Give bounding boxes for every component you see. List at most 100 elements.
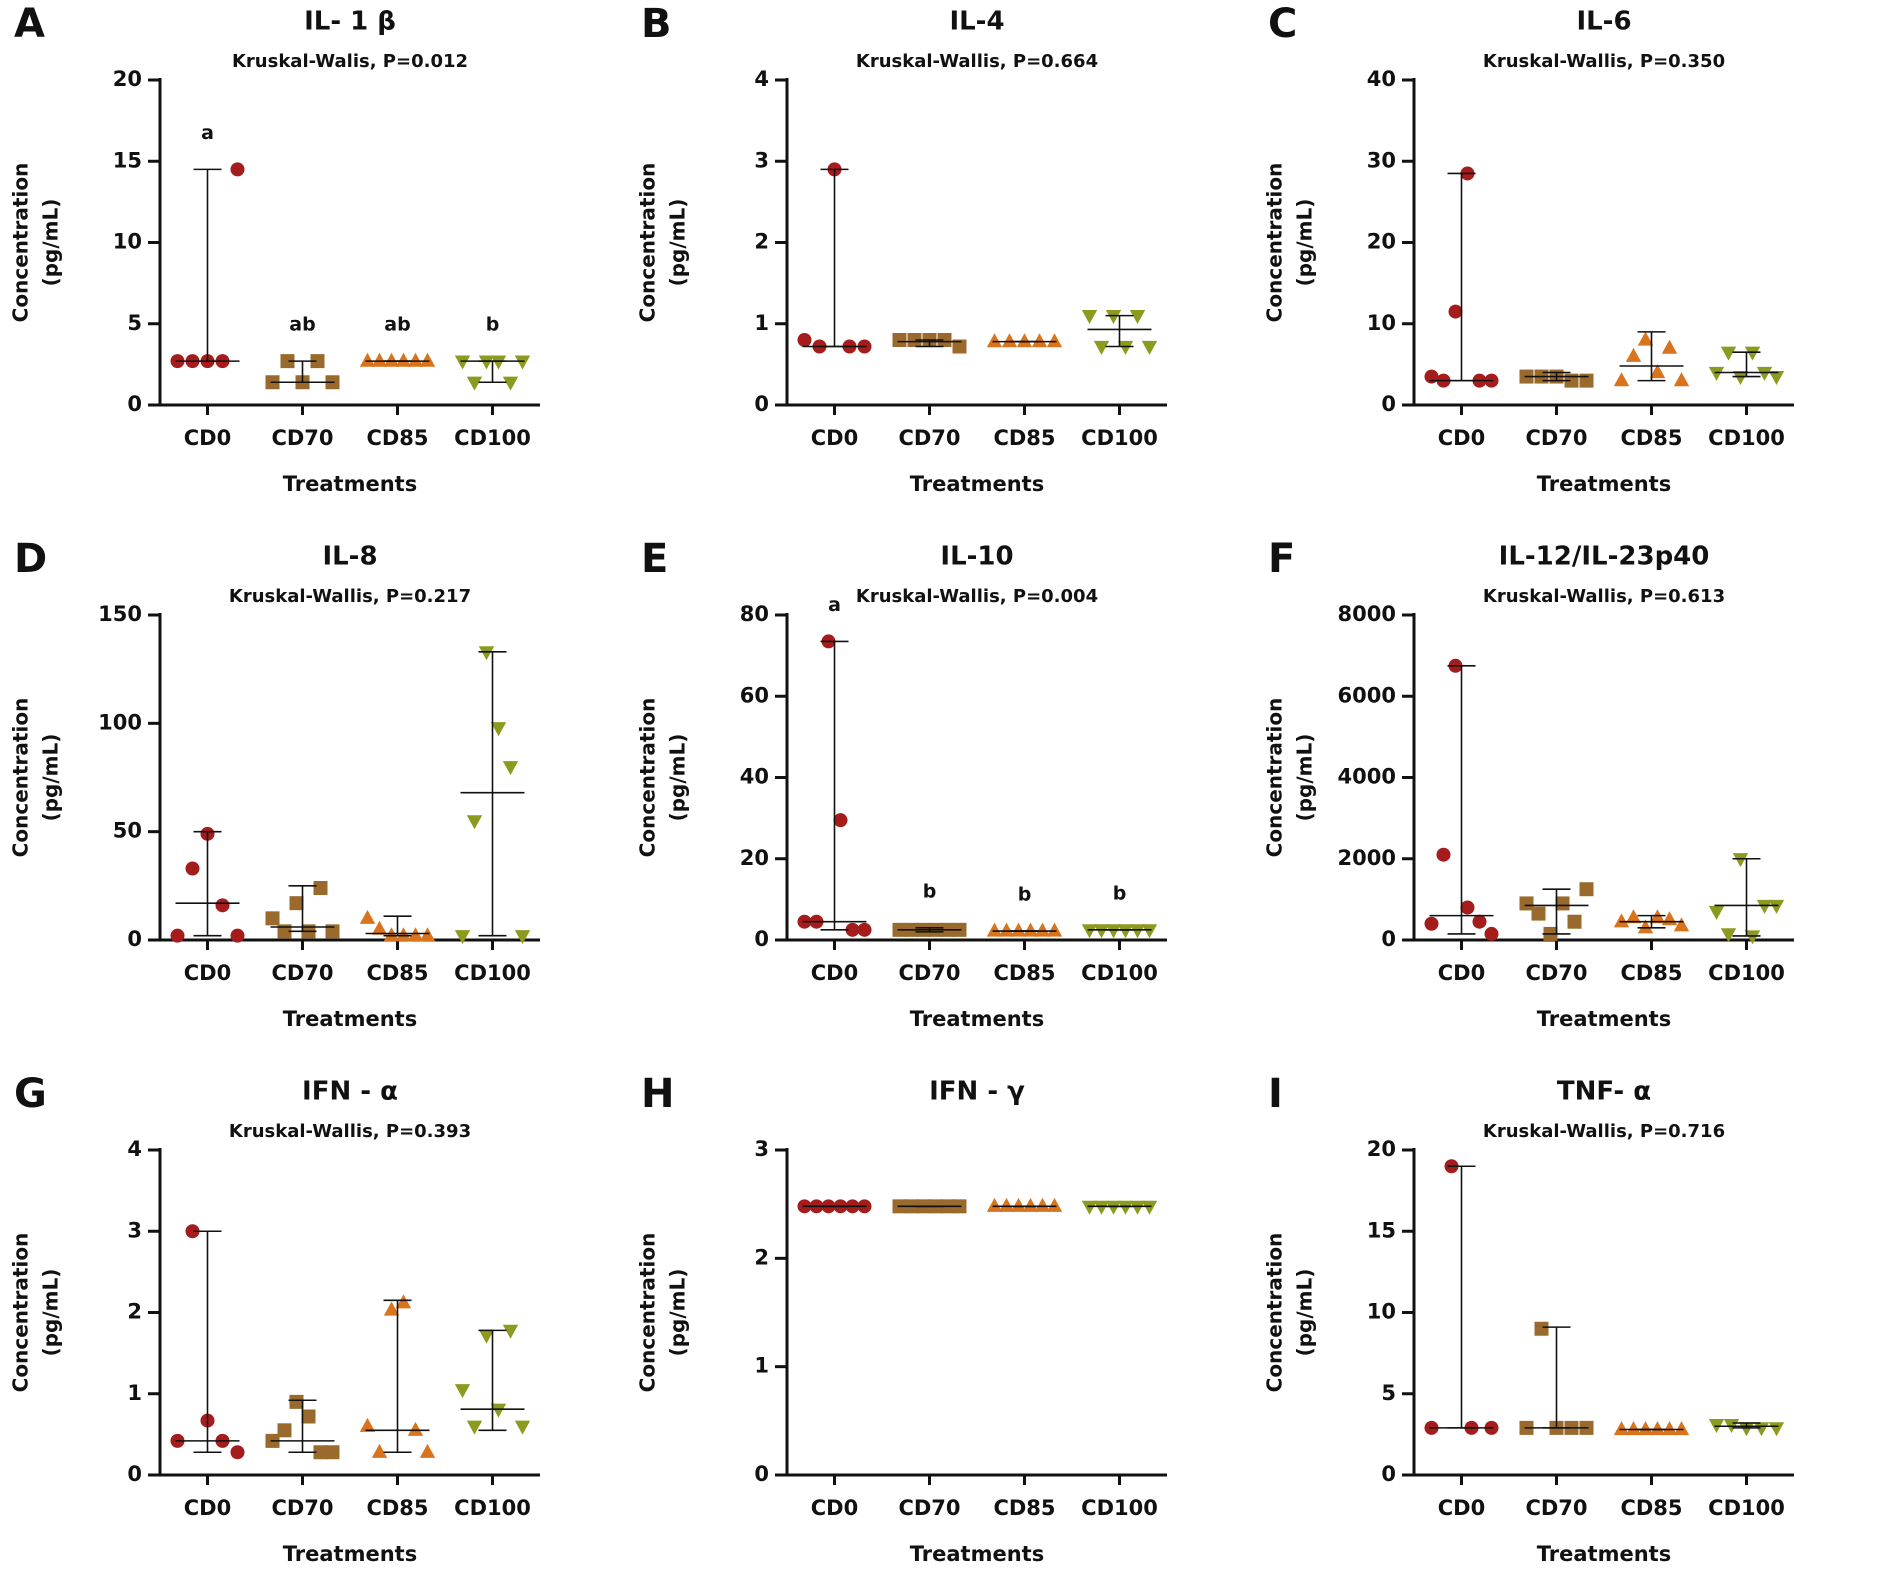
- data-point: [490, 722, 507, 737]
- y-tick-label: 4: [127, 1137, 142, 1161]
- x-tick-label: CD85: [993, 961, 1055, 985]
- x-tick-label: CD0: [811, 961, 858, 985]
- x-tick-label: CD100: [1081, 1496, 1158, 1520]
- data-point: [1534, 1321, 1549, 1336]
- data-point: [1673, 372, 1690, 387]
- data-point: [1555, 896, 1570, 911]
- y-tick-label: 0: [127, 927, 142, 951]
- data-point: [1531, 906, 1546, 921]
- panel: B IL-4 Kruskal-Wallis, P=0.664 Concentratio…: [636, 1, 1167, 496]
- data-point: [383, 1301, 400, 1316]
- y-axis-label: Concentration: [1263, 698, 1287, 858]
- data-point: [1484, 926, 1499, 941]
- data-point: [1105, 924, 1122, 939]
- data-point: [265, 911, 280, 926]
- significance-letter: a: [828, 594, 841, 616]
- data-point: [1732, 370, 1749, 385]
- chart-subtitle: Kruskal-Wallis, P=0.217: [229, 586, 471, 607]
- y-tick-label: 15: [1367, 1218, 1396, 1242]
- data-point: [466, 376, 483, 391]
- chart-subtitle: Kruskal-Wallis, P=0.613: [1483, 586, 1725, 607]
- y-axis-label: (pg/mL): [666, 1269, 690, 1357]
- y-axis-label: Concentration: [636, 163, 660, 323]
- data-point: [502, 1324, 519, 1339]
- x-tick-label: CD0: [1438, 961, 1485, 985]
- x-tick-label: CD85: [1620, 426, 1682, 450]
- data-point: [185, 861, 200, 876]
- chart-subtitle: Kruskal-Wallis, P=0.350: [1483, 51, 1725, 72]
- panel: G IFN - α Kruskal-Wallis, P=0.393 Concentra…: [9, 1071, 540, 1566]
- data-point: [419, 352, 436, 367]
- data-point: [185, 1224, 200, 1239]
- data-point: [313, 1445, 328, 1460]
- chart-title: IL-6: [1576, 7, 1631, 37]
- y-tick-label: 1: [754, 311, 769, 335]
- data-point: [407, 352, 424, 367]
- data-point: [1756, 899, 1773, 914]
- x-tick-label: CD70: [898, 961, 960, 985]
- data-point: [407, 1421, 424, 1436]
- data-point: [359, 352, 376, 367]
- x-tick-label: CD0: [184, 1496, 231, 1520]
- data-point: [986, 1197, 1003, 1212]
- data-point: [383, 352, 400, 367]
- y-tick-label: 20: [1367, 1137, 1396, 1161]
- significance-letter: a: [201, 122, 214, 144]
- x-tick-label: CD70: [271, 961, 333, 985]
- y-tick-label: 4000: [1338, 765, 1396, 789]
- data-point: [1661, 339, 1678, 354]
- data-point: [1744, 930, 1761, 945]
- data-point: [1768, 370, 1785, 385]
- data-point: [1141, 340, 1158, 355]
- chart-title: IFN - γ: [929, 1077, 1025, 1107]
- data-point: [1579, 882, 1594, 897]
- panel-letter: I: [1268, 1071, 1283, 1117]
- data-point: [1613, 913, 1630, 928]
- data-point: [1424, 369, 1439, 384]
- y-tick-label: 60: [740, 683, 769, 707]
- data-point: [1093, 1200, 1110, 1215]
- significance-letter: b: [923, 880, 937, 902]
- data-point: [454, 930, 471, 945]
- y-tick-label: 100: [98, 710, 142, 734]
- data-point: [359, 909, 376, 924]
- panel-letter: A: [14, 1, 45, 47]
- data-point: [857, 922, 872, 937]
- data-point: [1093, 340, 1110, 355]
- x-axis-label: Treatments: [283, 1542, 417, 1566]
- data-point: [478, 646, 495, 661]
- y-axis-label: Concentration: [9, 1233, 33, 1393]
- data-point: [1567, 914, 1582, 929]
- y-tick-label: 40: [740, 765, 769, 789]
- y-axis-label: (pg/mL): [39, 734, 63, 822]
- data-point: [1756, 366, 1773, 381]
- data-point: [478, 355, 495, 370]
- data-point: [998, 922, 1015, 937]
- x-tick-label: CD100: [1708, 426, 1785, 450]
- data-point: [1093, 924, 1110, 939]
- data-point: [1046, 922, 1063, 937]
- significance-letter: ab: [289, 314, 315, 336]
- data-point: [466, 815, 483, 830]
- y-tick-label: 2000: [1338, 846, 1396, 870]
- data-point: [1519, 896, 1534, 911]
- x-axis-label: Treatments: [910, 1007, 1044, 1031]
- x-tick-label: CD70: [898, 426, 960, 450]
- x-tick-label: CD0: [1438, 426, 1485, 450]
- chart-title: IL-8: [322, 542, 377, 572]
- x-tick-label: CD70: [271, 426, 333, 450]
- data-point: [1022, 1197, 1039, 1212]
- data-point: [1661, 911, 1678, 926]
- x-axis-label: Treatments: [1537, 472, 1671, 496]
- chart-title: IL-12/IL-23p40: [1499, 542, 1710, 572]
- panel: I TNF- α Kruskal-Wallis, P=0.716 Concentrat…: [1263, 1071, 1794, 1566]
- panel-letter: F: [1268, 536, 1295, 582]
- x-tick-label: CD70: [1525, 961, 1587, 985]
- y-tick-label: 0: [754, 927, 769, 951]
- data-point: [371, 920, 388, 935]
- data-point: [1031, 333, 1048, 348]
- data-point: [1579, 373, 1594, 388]
- y-axis-label: (pg/mL): [39, 1269, 63, 1357]
- y-tick-label: 0: [127, 392, 142, 416]
